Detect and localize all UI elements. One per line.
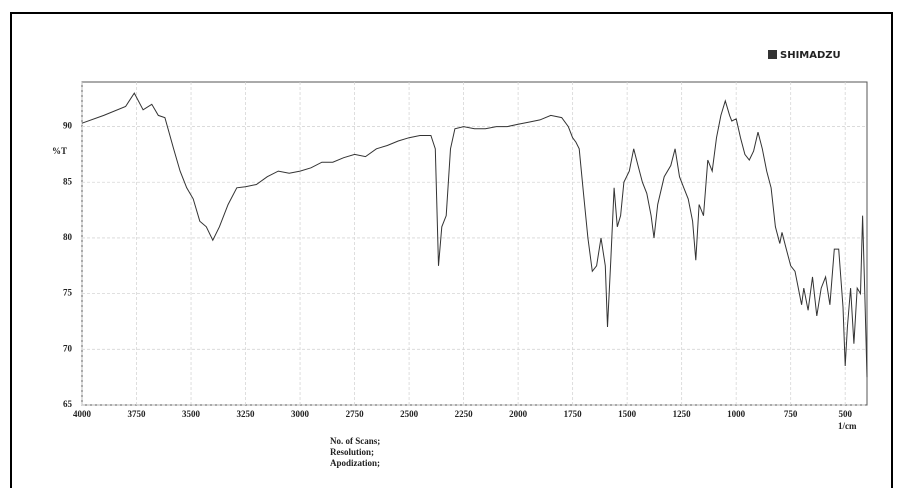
x-tick-label: 2000: [509, 409, 528, 419]
footer-line: Apodization;: [330, 458, 380, 468]
y-tick-label: 70: [63, 343, 73, 353]
y-tick-label: 65: [63, 399, 73, 409]
frame: [10, 12, 893, 488]
x-tick-label: 4000: [73, 409, 92, 419]
footer-line: Resolution;: [330, 447, 374, 457]
x-tick-label: 3500: [182, 409, 201, 419]
x-tick-label: 500: [838, 409, 852, 419]
x-tick-label: 3000: [291, 409, 310, 419]
brand: SHIMADZU: [780, 50, 841, 61]
y-tick-label: 75: [63, 288, 73, 298]
y-tick-label: 80: [63, 232, 73, 242]
y-tick-label: 90: [63, 121, 73, 131]
x-tick-label: 1750: [564, 409, 583, 419]
x-tick-label: 2250: [455, 409, 474, 419]
x-tick-label: 1250: [673, 409, 692, 419]
x-tick-label: 750: [784, 409, 798, 419]
x-axis-label: 1/cm: [838, 421, 857, 431]
x-tick-label: 2750: [346, 409, 365, 419]
x-tick-label: 3750: [128, 409, 147, 419]
spectrum-line: [81, 92, 868, 378]
x-tick-label: 3250: [237, 409, 256, 419]
x-tick-label: 2500: [400, 409, 419, 419]
plot-box: [81, 81, 868, 406]
y-tick-label: 85: [63, 176, 73, 186]
x-tick-label: 1500: [618, 409, 637, 419]
brand-logo: [768, 50, 777, 59]
footer-line: No. of Scans;: [330, 436, 380, 446]
x-tick-label: 1000: [727, 409, 746, 419]
y-axis-label: %T: [52, 146, 67, 156]
